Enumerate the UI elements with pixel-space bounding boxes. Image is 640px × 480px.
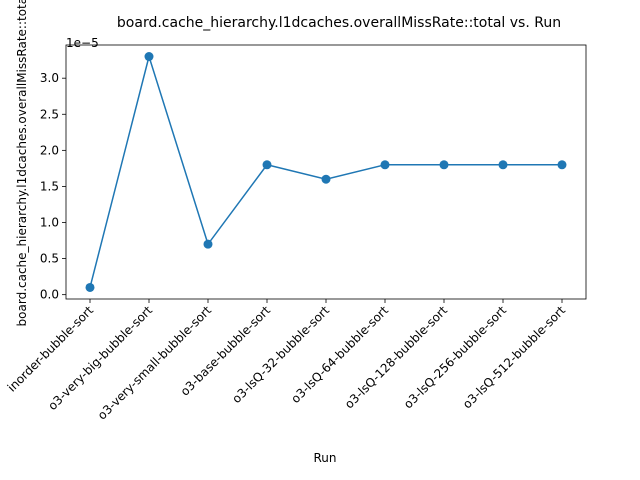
y-tick-label: 0.5 (40, 252, 59, 266)
data-point (557, 160, 567, 170)
x-axis-label: Run (313, 451, 336, 465)
data-point (439, 160, 449, 170)
y-axis: 0.0 0.5 1.0 1.5 2.0 2.5 3.0 (40, 71, 66, 302)
y-tick-label: 2.0 (40, 143, 59, 157)
data-point (144, 52, 154, 62)
y-tick-label: 2.5 (40, 107, 59, 121)
y-tick-label: 1.5 (40, 179, 59, 193)
data-point (498, 160, 508, 170)
y-axis-label: board.cache_hierarchy.l1dcaches.overallM… (15, 0, 29, 326)
y-tick-label: 3.0 (40, 71, 59, 85)
data-point (380, 160, 390, 170)
y-tick-label: 1.0 (40, 216, 59, 230)
y-tick-label: 0.0 (40, 288, 59, 302)
data-point (321, 174, 331, 184)
y-axis-scale-label: 1e−5 (66, 36, 99, 50)
series-line-group (85, 52, 567, 292)
data-point (262, 160, 272, 170)
data-point (203, 239, 213, 249)
data-point (85, 282, 95, 292)
plot-frame (65, 44, 587, 300)
chart-title: board.cache_hierarchy.l1dcaches.overallM… (117, 15, 561, 31)
